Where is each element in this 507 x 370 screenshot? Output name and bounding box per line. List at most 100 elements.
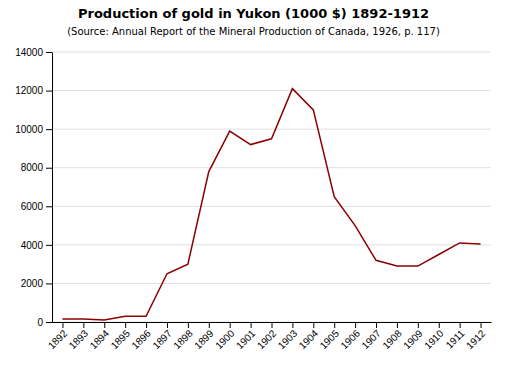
tick-mark <box>125 322 126 328</box>
tick: 2000 <box>21 278 52 289</box>
tick-label: 1902 <box>255 327 279 351</box>
tick: 1902 <box>255 322 279 351</box>
tick: 12000 <box>15 85 52 96</box>
tick-label: 1907 <box>359 327 383 351</box>
tick-label: 1901 <box>234 327 258 351</box>
tick: 1910 <box>422 322 446 351</box>
tick-label: 1904 <box>297 327 321 351</box>
tick-label: 10000 <box>15 124 43 135</box>
grid-line <box>52 52 491 53</box>
tick-mark <box>188 322 189 328</box>
tick-mark <box>460 322 461 328</box>
tick: 1892 <box>46 322 70 351</box>
tick: 4000 <box>21 240 52 251</box>
tick-label: 4000 <box>21 240 44 251</box>
tick-mark <box>251 322 252 328</box>
grid-line <box>52 90 491 91</box>
tick: 1911 <box>444 322 467 351</box>
tick: 1909 <box>401 322 425 351</box>
tick-label: 1906 <box>338 327 362 351</box>
tick-mark <box>397 322 398 328</box>
tick: 14000 <box>15 47 52 58</box>
tick-label: 1893 <box>67 327 91 351</box>
tick-label: 1912 <box>464 327 488 351</box>
tick-mark <box>46 52 52 53</box>
tick-label: 1894 <box>88 327 112 351</box>
title: Production of gold in Yukon (1000 $) 189… <box>78 6 429 21</box>
tick-mark <box>46 129 52 130</box>
grid-line <box>52 206 491 207</box>
tick-mark <box>230 322 231 328</box>
tick-mark <box>209 322 210 328</box>
tick-mark <box>418 322 419 328</box>
tick: 8000 <box>21 162 52 173</box>
tick: 1893 <box>67 322 91 351</box>
tick-mark <box>334 322 335 328</box>
tick-label: 1892 <box>46 327 70 351</box>
tick-mark <box>46 322 52 323</box>
tick-label: 8000 <box>21 162 44 173</box>
tick-label: 1908 <box>380 327 404 351</box>
line <box>62 89 480 320</box>
tick-label: 1900 <box>213 327 237 351</box>
tick: 1908 <box>380 322 404 351</box>
tick-mark <box>376 322 377 328</box>
tick: 1897 <box>150 322 174 351</box>
chart: Production of gold in Yukon (1000 $) 189… <box>0 0 507 370</box>
tick-mark <box>272 322 273 328</box>
tick-label: 1909 <box>401 327 425 351</box>
tick-mark <box>481 322 482 328</box>
tick: 1896 <box>129 322 153 351</box>
tick-label: 1898 <box>171 327 195 351</box>
tick-label: 1899 <box>192 327 216 351</box>
tick: 1903 <box>276 322 300 351</box>
tick: 1904 <box>297 322 321 351</box>
tick-mark <box>62 322 63 328</box>
tick-mark <box>292 322 293 328</box>
tick-mark <box>83 322 84 328</box>
tick: 1894 <box>88 322 112 351</box>
plot: 1892189318941895189618971898189919001901… <box>15 47 491 351</box>
tick: 0 <box>37 317 52 328</box>
tick: 1898 <box>171 322 195 351</box>
tick-label: 1896 <box>129 327 153 351</box>
tick-mark <box>439 322 440 328</box>
tick-label: 1905 <box>318 327 342 351</box>
tick-label: 12000 <box>15 85 43 96</box>
x-axis: 1892189318941895189618971898189919001901… <box>46 322 492 351</box>
tick: 1905 <box>318 322 342 351</box>
grid <box>52 52 491 322</box>
tick: 1895 <box>109 322 133 351</box>
tick-label: 1897 <box>150 327 174 351</box>
tick-mark <box>46 245 52 246</box>
tick: 1906 <box>338 322 362 351</box>
tick-mark <box>313 322 314 328</box>
tick-label: 1895 <box>109 327 133 351</box>
subtitle: (Source: Annual Report of the Mineral Pr… <box>67 26 440 37</box>
tick-label: 1911 <box>444 327 467 350</box>
tick-label: 6000 <box>21 201 44 212</box>
tick: 1900 <box>213 322 237 351</box>
tick-label: 14000 <box>15 47 43 58</box>
tick-mark <box>355 322 356 328</box>
tick: 1912 <box>464 322 488 351</box>
grid-line <box>52 283 491 284</box>
tick: 6000 <box>21 201 52 212</box>
tick-mark <box>46 91 52 92</box>
tick: 1901 <box>234 322 258 351</box>
tick-mark <box>46 168 52 169</box>
tick-mark <box>167 322 168 328</box>
axis-line <box>52 53 53 323</box>
tick-label: 0 <box>37 317 43 328</box>
grid-line <box>52 129 491 130</box>
tick: 1899 <box>192 322 216 351</box>
marks <box>62 89 480 320</box>
tick-mark <box>104 322 105 328</box>
tick-label: 1910 <box>422 327 446 351</box>
tick-label: 2000 <box>21 278 44 289</box>
grid-line <box>52 244 491 245</box>
tick-mark <box>46 206 52 207</box>
tick-mark <box>146 322 147 328</box>
tick: 10000 <box>15 124 52 135</box>
tick: 1907 <box>359 322 383 351</box>
